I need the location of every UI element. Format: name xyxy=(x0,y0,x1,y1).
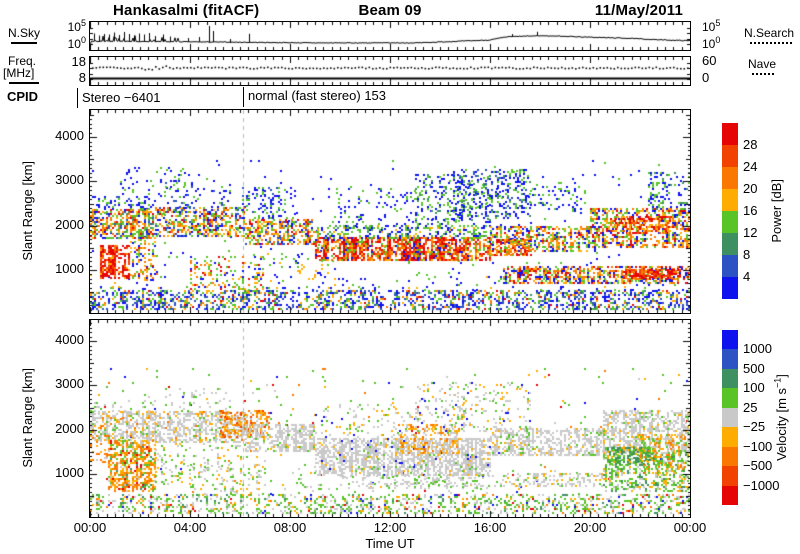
velocity-canvas xyxy=(90,320,690,517)
x-tick-label: 08:00 xyxy=(273,520,307,535)
velocity-colorbar-segment xyxy=(722,368,738,389)
velocity-colorbar-label: −500 xyxy=(743,458,773,474)
power-colorbar-segment xyxy=(722,145,738,167)
freq-legend-label-line2: [MHz] xyxy=(3,66,35,80)
slant-range-label-power: Slant Range [km] xyxy=(20,160,36,261)
freq-ytick-bottom: 8 xyxy=(78,70,86,85)
freq-solid-line-icon xyxy=(9,82,39,84)
velocity-colorbar-segment xyxy=(722,330,738,350)
power-canvas xyxy=(90,110,690,313)
velocity-colorbar-label: 25 xyxy=(743,399,758,415)
x-tick-label: 12:00 xyxy=(373,520,407,535)
freq-canvas xyxy=(90,57,690,85)
nsky-canvas xyxy=(90,22,690,50)
velocity-colorbar-label: −100 xyxy=(743,438,773,454)
power-y-tick-label: 2000 xyxy=(55,216,84,232)
x-tick-label: 00:00 xyxy=(73,520,107,535)
velocity-colorbar-label: 500 xyxy=(743,360,765,376)
velocity-colorbar-segment xyxy=(722,388,738,408)
velocity-panel xyxy=(89,319,691,518)
nsky-ytick-top: 105 xyxy=(67,18,86,34)
velocity-colorbar-segment xyxy=(722,427,738,447)
nsky-panel xyxy=(89,21,691,51)
x-tick-label: 04:00 xyxy=(173,520,207,535)
nave-ytick-bottom: 0 xyxy=(702,70,710,85)
nsearch-ytick-top: 105 xyxy=(702,18,721,34)
power-colorbar-segment xyxy=(722,255,738,277)
power-colorbar-label: 24 xyxy=(743,159,758,174)
power-colorbar-label: 4 xyxy=(743,269,751,284)
velocity-colorbar xyxy=(722,330,738,505)
freq-ytick-top: 18 xyxy=(71,54,86,69)
velocity-colorbar-label: −25 xyxy=(743,419,766,435)
velocity-colorbar-segment xyxy=(722,349,738,369)
nsearch-ytick-bottom: 100 xyxy=(702,35,721,51)
velocity-colorbar-segment xyxy=(722,407,738,428)
velocity-colorbar-label: 1000 xyxy=(743,341,772,357)
power-colorbar-segment xyxy=(722,167,738,189)
power-colorbar-label: 12 xyxy=(743,225,758,240)
velocity-y-tick-label: 3000 xyxy=(55,376,84,392)
power-colorbar-segment xyxy=(722,189,738,211)
power-colorbar-label: 16 xyxy=(743,203,758,218)
freq-legend-label-line1: Freq. xyxy=(8,54,37,68)
power-y-tick-label: 1000 xyxy=(55,261,84,276)
nsearch-legend-label: N.Search xyxy=(744,26,795,40)
nsearch-dotted-line-icon xyxy=(750,42,792,44)
velocity-y-tick-label: 1000 xyxy=(55,465,84,480)
cpid-divider-1 xyxy=(77,88,78,108)
nave-ytick-top: 60 xyxy=(702,53,717,68)
power-colorbar-segment xyxy=(722,277,738,299)
cpid-left-text: Stereo −6401 xyxy=(82,90,161,105)
date-label: 11/May/2011 xyxy=(594,2,683,19)
velocity-y-tick-label: 2000 xyxy=(55,420,84,436)
nsky-legend-label: N.Sky xyxy=(8,26,41,40)
freq-panel xyxy=(89,56,691,86)
page-title: Hankasalmi (fitACF) xyxy=(113,2,260,19)
velocity-colorbar-label: 100 xyxy=(743,380,765,396)
power-colorbar-label: 20 xyxy=(743,181,758,196)
power-y-tick-label: 4000 xyxy=(55,128,84,144)
power-colorbar-label: 8 xyxy=(743,247,751,262)
nave-dotted-line-icon xyxy=(752,73,774,75)
cpid-label: CPID xyxy=(7,89,39,104)
beam-label: Beam 09 xyxy=(358,2,422,19)
cpid-divider-2 xyxy=(243,87,244,107)
power-y-tick-label: 3000 xyxy=(55,172,84,188)
power-colorbar-title: Power [dB] xyxy=(769,179,785,243)
velocity-y-tick-label: 4000 xyxy=(55,332,84,348)
nsky-ytick-bottom: 100 xyxy=(67,35,86,51)
time-ut-label: Time UT xyxy=(365,536,415,551)
slant-range-label-velocity: Slant Range [km] xyxy=(20,367,36,468)
power-colorbar xyxy=(722,123,738,299)
x-tick-label: 00:00 xyxy=(673,520,707,535)
power-colorbar-segment xyxy=(722,233,738,255)
velocity-colorbar-segment xyxy=(722,466,738,486)
nsky-solid-line-icon xyxy=(11,42,37,44)
cpid-right-text: normal (fast stereo) 153 xyxy=(248,88,387,103)
power-panel xyxy=(89,109,691,314)
power-colorbar-segment xyxy=(722,211,738,233)
x-tick-label: 16:00 xyxy=(473,520,507,535)
power-colorbar-segment xyxy=(722,123,738,145)
velocity-colorbar-title: Velocity [m s−1] xyxy=(772,374,789,461)
velocity-colorbar-segment xyxy=(722,446,738,467)
power-colorbar-label: 28 xyxy=(743,137,758,152)
x-tick-label: 20:00 xyxy=(573,520,607,535)
velocity-colorbar-segment xyxy=(722,485,738,505)
nave-legend-label: Nave xyxy=(748,57,777,71)
